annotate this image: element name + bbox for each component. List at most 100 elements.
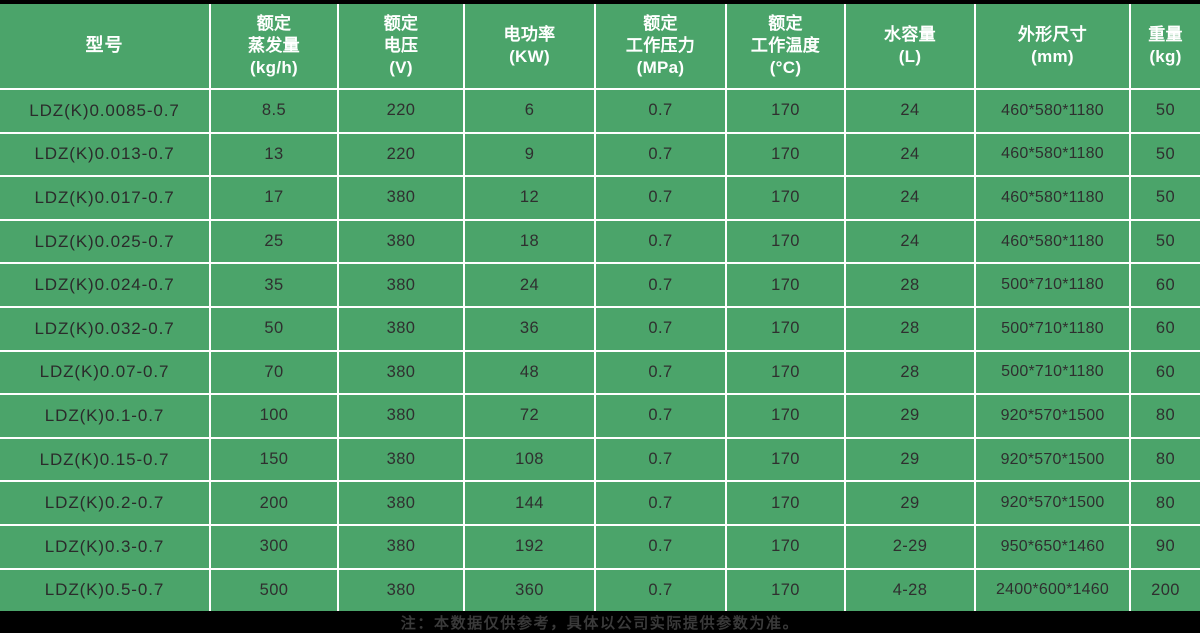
cell-model: LDZ(K)0.3-0.7 — [0, 524, 211, 570]
cell-dimensions: 920*570*1500 — [975, 481, 1131, 526]
cell-voltage: 380 — [338, 219, 465, 265]
cell-model: LDZ(K)0.013-0.7 — [0, 132, 211, 178]
cell-weight: 60 — [1130, 263, 1200, 308]
cell-voltage: 380 — [338, 350, 465, 396]
cell-temperature: 170 — [726, 89, 846, 134]
cell-evaporation: 13 — [210, 132, 339, 178]
cell-evaporation: 300 — [210, 524, 339, 570]
cell-water-capacity: 4-28 — [845, 568, 976, 612]
cell-evaporation: 200 — [210, 481, 339, 526]
cell-temperature: 170 — [726, 176, 846, 221]
cell-dimensions: 460*580*1180 — [975, 219, 1131, 265]
cell-voltage: 380 — [338, 394, 465, 439]
table-header: 型号 额定 蒸发量 (kg/h) 额定 电压 (V) 电功率 (KW) 额定 工… — [0, 4, 1200, 90]
column-header-model: 型号 — [0, 4, 211, 90]
cell-power: 108 — [464, 437, 596, 483]
cell-temperature: 170 — [726, 568, 846, 612]
cell-pressure: 0.7 — [595, 306, 727, 352]
cell-model: LDZ(K)0.032-0.7 — [0, 306, 211, 352]
cell-voltage: 380 — [338, 481, 465, 526]
cell-model: LDZ(K)0.0085-0.7 — [0, 89, 211, 134]
cell-voltage: 380 — [338, 176, 465, 221]
cell-water-capacity: 24 — [845, 132, 976, 178]
cell-pressure: 0.7 — [595, 481, 727, 526]
cell-evaporation: 500 — [210, 568, 339, 612]
cell-dimensions: 460*580*1180 — [975, 132, 1131, 178]
cell-dimensions: 950*650*1460 — [975, 524, 1131, 570]
table-row: LDZ(K)0.013-0.7 13 220 9 0.7 170 24 460*… — [0, 132, 1200, 178]
cell-dimensions: 460*580*1180 — [975, 89, 1131, 134]
cell-power: 192 — [464, 524, 596, 570]
cell-water-capacity: 28 — [845, 263, 976, 308]
cell-water-capacity: 28 — [845, 350, 976, 396]
cell-pressure: 0.7 — [595, 132, 727, 178]
cell-power: 360 — [464, 568, 596, 612]
cell-pressure: 0.7 — [595, 568, 727, 612]
column-header-water-capacity: 水容量 (L) — [845, 4, 976, 90]
cell-water-capacity: 24 — [845, 89, 976, 134]
cell-evaporation: 100 — [210, 394, 339, 439]
table-row: LDZ(K)0.024-0.7 35 380 24 0.7 170 28 500… — [0, 263, 1200, 308]
cell-evaporation: 70 — [210, 350, 339, 396]
cell-temperature: 170 — [726, 350, 846, 396]
cell-pressure: 0.7 — [595, 176, 727, 221]
cell-dimensions: 500*710*1180 — [975, 306, 1131, 352]
cell-water-capacity: 28 — [845, 306, 976, 352]
column-header-voltage: 额定 电压 (V) — [338, 4, 465, 90]
table-row: LDZ(K)0.0085-0.7 8.5 220 6 0.7 170 24 46… — [0, 89, 1200, 134]
cell-power: 72 — [464, 394, 596, 439]
header-row: 型号 额定 蒸发量 (kg/h) 额定 电压 (V) 电功率 (KW) 额定 工… — [0, 4, 1200, 90]
cell-model: LDZ(K)0.1-0.7 — [0, 394, 211, 439]
cell-weight: 60 — [1130, 306, 1200, 352]
cell-weight: 50 — [1130, 89, 1200, 134]
cell-voltage: 220 — [338, 132, 465, 178]
cell-weight: 50 — [1130, 132, 1200, 178]
cell-model: LDZ(K)0.2-0.7 — [0, 481, 211, 526]
column-header-weight: 重量 (kg) — [1130, 4, 1200, 90]
cell-power: 36 — [464, 306, 596, 352]
column-header-temperature: 额定 工作温度 (°C) — [726, 4, 846, 90]
cell-voltage: 380 — [338, 524, 465, 570]
cell-weight: 80 — [1130, 394, 1200, 439]
cell-power: 18 — [464, 219, 596, 265]
cell-weight: 80 — [1130, 481, 1200, 526]
cell-model: LDZ(K)0.017-0.7 — [0, 176, 211, 221]
cell-water-capacity: 24 — [845, 176, 976, 221]
table-row: LDZ(K)0.017-0.7 17 380 12 0.7 170 24 460… — [0, 176, 1200, 221]
table-row: LDZ(K)0.1-0.7 100 380 72 0.7 170 29 920*… — [0, 394, 1200, 439]
cell-power: 24 — [464, 263, 596, 308]
cell-temperature: 170 — [726, 306, 846, 352]
table-row: LDZ(K)0.15-0.7 150 380 108 0.7 170 29 92… — [0, 437, 1200, 483]
cell-voltage: 220 — [338, 89, 465, 134]
cell-dimensions: 920*570*1500 — [975, 394, 1131, 439]
cell-power: 12 — [464, 176, 596, 221]
cell-dimensions: 920*570*1500 — [975, 437, 1131, 483]
cell-pressure: 0.7 — [595, 219, 727, 265]
cell-temperature: 170 — [726, 437, 846, 483]
column-header-power: 电功率 (KW) — [464, 4, 596, 90]
cell-weight: 50 — [1130, 219, 1200, 265]
cell-pressure: 0.7 — [595, 89, 727, 134]
cell-temperature: 170 — [726, 132, 846, 178]
cell-dimensions: 460*580*1180 — [975, 176, 1131, 221]
footnote-bar: 注：本数据仅供参考，具体以公司实际提供参数为准。 — [0, 611, 1200, 633]
cell-temperature: 170 — [726, 394, 846, 439]
cell-water-capacity: 24 — [845, 219, 976, 265]
cell-dimensions: 500*710*1180 — [975, 350, 1131, 396]
table-body: LDZ(K)0.0085-0.7 8.5 220 6 0.7 170 24 46… — [0, 89, 1200, 612]
cell-pressure: 0.7 — [595, 263, 727, 308]
cell-water-capacity: 2-29 — [845, 524, 976, 570]
cell-pressure: 0.7 — [595, 524, 727, 570]
table-row: LDZ(K)0.3-0.7 300 380 192 0.7 170 2-29 9… — [0, 524, 1200, 570]
cell-weight: 90 — [1130, 524, 1200, 570]
column-header-evaporation: 额定 蒸发量 (kg/h) — [210, 4, 339, 90]
column-header-pressure: 额定 工作压力 (MPa) — [595, 4, 727, 90]
cell-temperature: 170 — [726, 481, 846, 526]
cell-model: LDZ(K)0.024-0.7 — [0, 263, 211, 308]
cell-weight: 50 — [1130, 176, 1200, 221]
cell-voltage: 380 — [338, 306, 465, 352]
cell-water-capacity: 29 — [845, 437, 976, 483]
cell-pressure: 0.7 — [595, 350, 727, 396]
cell-dimensions: 2400*600*1460 — [975, 568, 1131, 612]
